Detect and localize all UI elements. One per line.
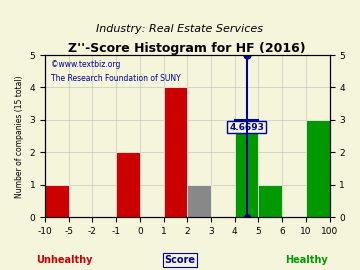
Bar: [235, 120, 258, 217]
Text: The Research Foundation of SUNY: The Research Foundation of SUNY: [51, 75, 180, 83]
Text: 4.6693: 4.6693: [229, 123, 264, 131]
Title: Z''-Score Histogram for HF (2016): Z''-Score Histogram for HF (2016): [68, 42, 306, 55]
Text: Unhealthy: Unhealthy: [37, 255, 93, 265]
Bar: [306, 120, 329, 217]
Bar: [187, 185, 211, 217]
Y-axis label: Number of companies (15 total): Number of companies (15 total): [15, 75, 24, 197]
Bar: [258, 185, 282, 217]
Text: Score: Score: [165, 255, 195, 265]
Text: Industry: Real Estate Services: Industry: Real Estate Services: [96, 24, 264, 34]
Bar: [163, 87, 187, 217]
Bar: [116, 153, 140, 217]
Text: Healthy: Healthy: [285, 255, 327, 265]
Bar: [45, 185, 69, 217]
Text: ©www.textbiz.org: ©www.textbiz.org: [51, 60, 120, 69]
